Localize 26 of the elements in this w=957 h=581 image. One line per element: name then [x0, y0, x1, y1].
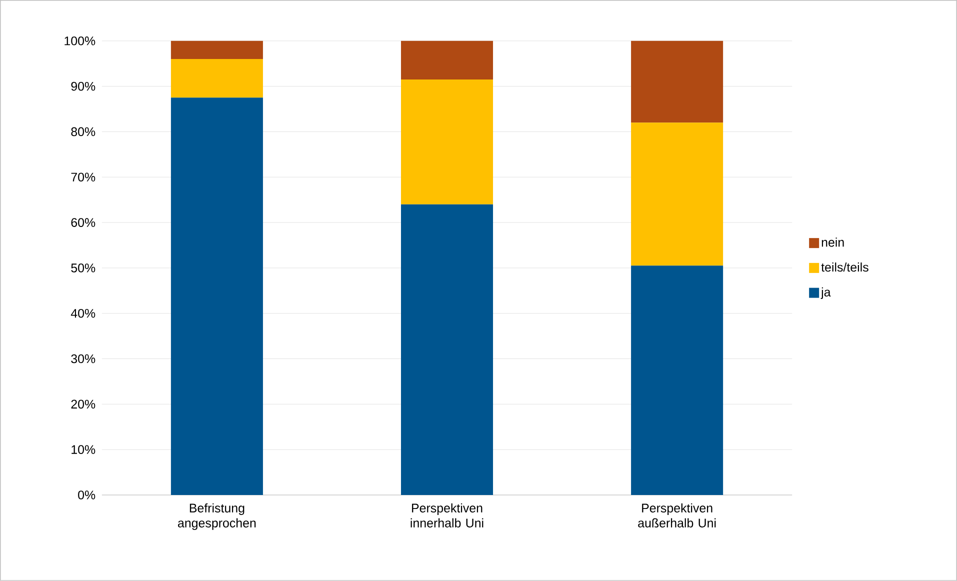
y-tick-label: 80%: [71, 127, 96, 136]
bar: [170, 59, 263, 98]
y-tick-label: 70%: [71, 172, 96, 182]
legend-label: nein: [822, 238, 844, 247]
bar: [170, 98, 263, 496]
y-tick-label: 40%: [70, 308, 96, 318]
bar: [170, 40, 263, 60]
y-tick-label: 0%: [78, 490, 96, 500]
y-tick-label: 60%: [71, 218, 96, 227]
y-tick-label: 10%: [72, 445, 96, 454]
legend-label: teils/teils: [821, 262, 868, 272]
y-tick-label: 20%: [71, 400, 96, 409]
legend-label: ja: [820, 287, 831, 300]
bar: [400, 80, 494, 204]
y-tick-label: 30%: [71, 354, 96, 364]
y-tick-label: 90%: [71, 82, 96, 91]
bar: [631, 266, 724, 496]
y-tick-label: 100%: [64, 36, 96, 46]
bar: [400, 40, 494, 80]
x-tick-label: Befristung angesprochen: [178, 503, 256, 530]
y-tick-label: 50%: [71, 264, 96, 272]
bar: [631, 122, 724, 266]
bar: [631, 40, 724, 123]
bar: [400, 204, 494, 496]
x-tick-label: Perspektiven außerhalb Uni: [638, 503, 716, 528]
x-tick-label: Perspektiven innerhalb Uni: [410, 503, 484, 528]
